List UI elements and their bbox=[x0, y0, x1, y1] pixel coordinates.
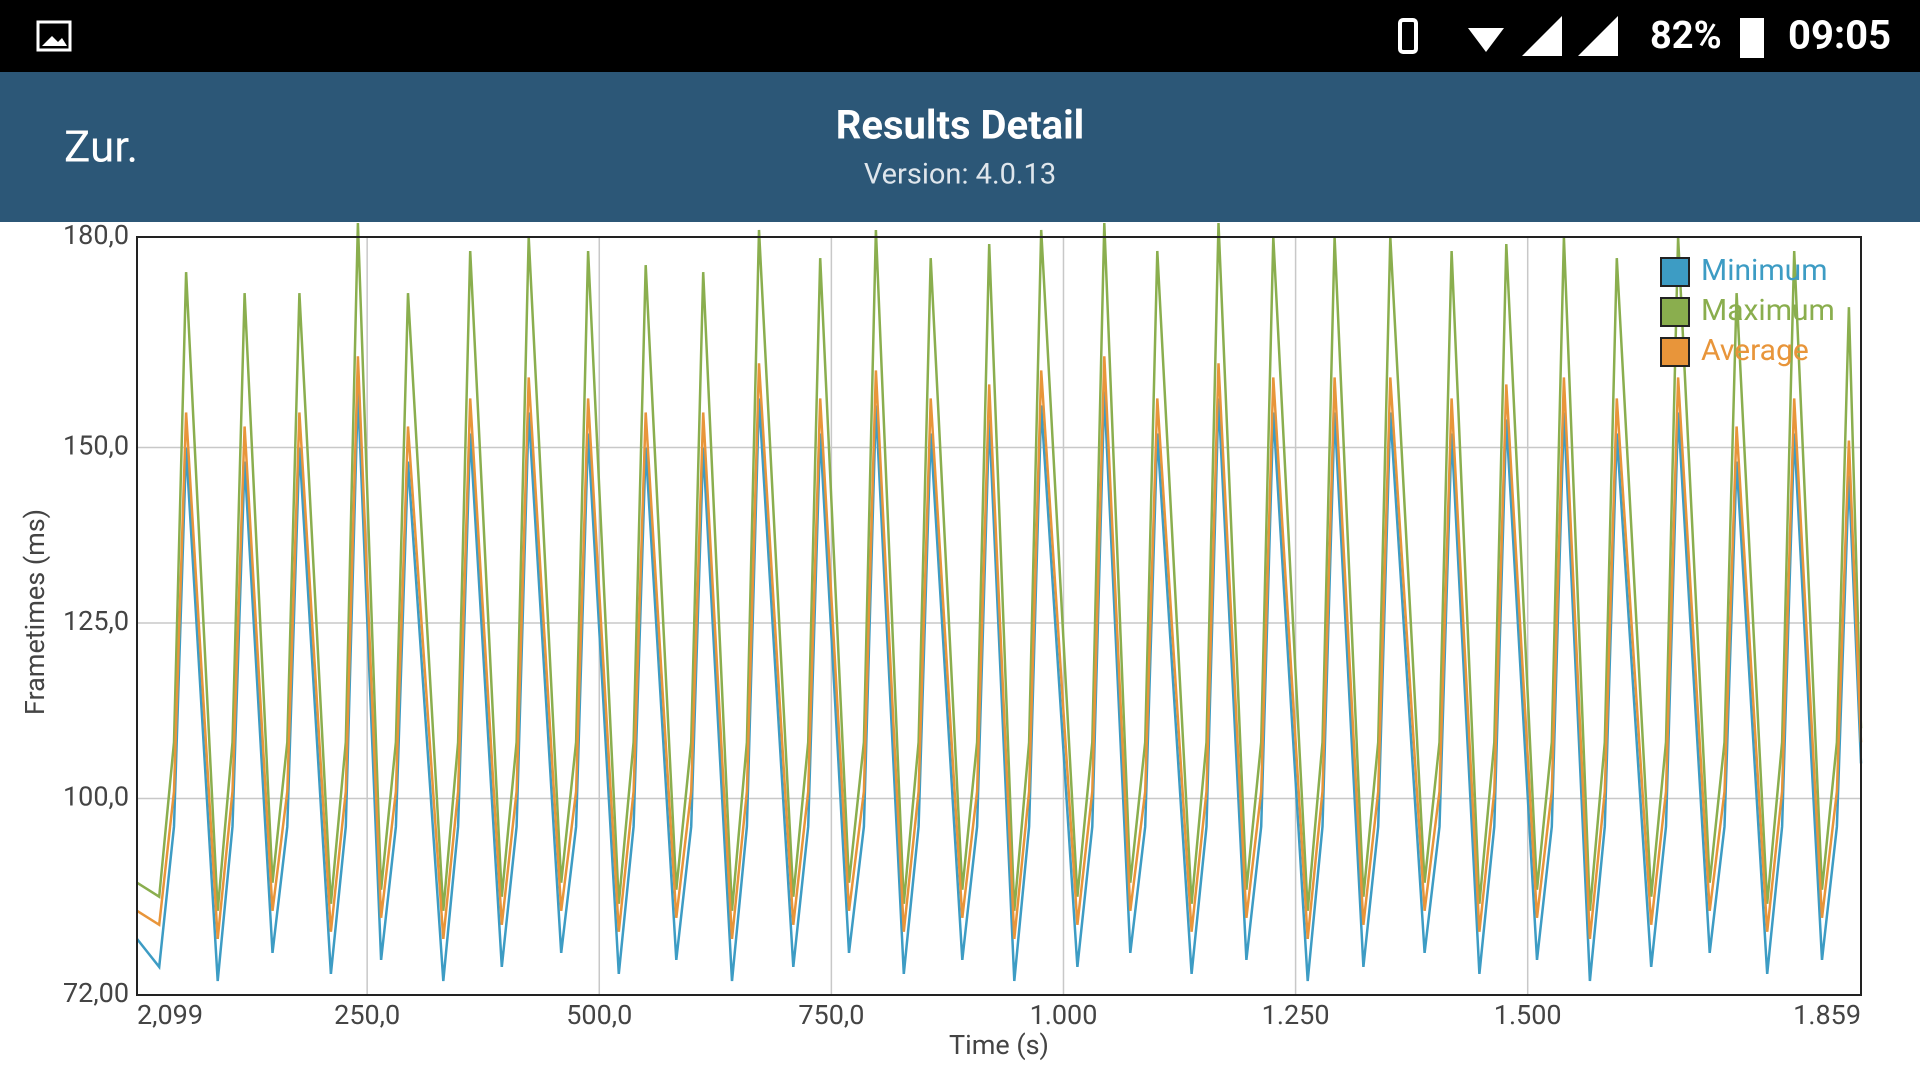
y-tick-label: 125,0 bbox=[63, 605, 129, 637]
x-tick-label: 250,0 bbox=[334, 999, 400, 1031]
gallery-icon-shape bbox=[42, 36, 67, 46]
battery-percent: 82% bbox=[1650, 14, 1722, 58]
x-tick-label: 1.250 bbox=[1262, 999, 1330, 1031]
back-button[interactable]: Zur. bbox=[64, 121, 138, 173]
x-tick-label: 1.500 bbox=[1494, 999, 1562, 1031]
legend-label: Minimum bbox=[1701, 253, 1828, 288]
legend-swatch bbox=[1660, 297, 1690, 327]
legend-label: Average bbox=[1701, 333, 1809, 368]
vibrate-icon bbox=[1398, 18, 1418, 54]
series-line bbox=[136, 222, 1863, 911]
x-tick-label: 1.859 bbox=[1793, 999, 1861, 1031]
series-line bbox=[136, 356, 1863, 940]
header-title: Results Detail bbox=[836, 102, 1085, 149]
x-tick-label: 2,099 bbox=[137, 999, 203, 1031]
plot-frame bbox=[136, 236, 1862, 996]
y-tick-label: 72,00 bbox=[63, 977, 129, 1009]
legend-label: Maximum bbox=[1701, 293, 1835, 328]
battery-icon bbox=[1740, 18, 1764, 58]
signal-icon bbox=[1578, 16, 1618, 56]
y-tick-label: 180,0 bbox=[63, 219, 129, 251]
header-subtitle: Version: 4.0.13 bbox=[864, 158, 1056, 192]
signal-icon bbox=[1522, 16, 1562, 56]
x-axis-title: Time (s) bbox=[949, 1029, 1049, 1061]
legend-swatch bbox=[1660, 257, 1690, 287]
y-axis-title: Frametimes (ms) bbox=[19, 509, 51, 715]
clock: 09:05 bbox=[1788, 12, 1891, 59]
x-tick-label: 750,0 bbox=[798, 999, 864, 1031]
series-line bbox=[136, 391, 1863, 982]
y-tick-label: 100,0 bbox=[63, 781, 129, 813]
y-tick-label: 150,0 bbox=[63, 430, 129, 462]
app-header bbox=[0, 72, 1920, 222]
x-tick-label: 500,0 bbox=[566, 999, 632, 1031]
gallery-icon bbox=[36, 20, 72, 52]
x-tick-label: 1.000 bbox=[1030, 999, 1098, 1031]
wifi-icon bbox=[1468, 28, 1504, 52]
status-bar bbox=[0, 0, 1920, 72]
legend-swatch bbox=[1660, 337, 1690, 367]
